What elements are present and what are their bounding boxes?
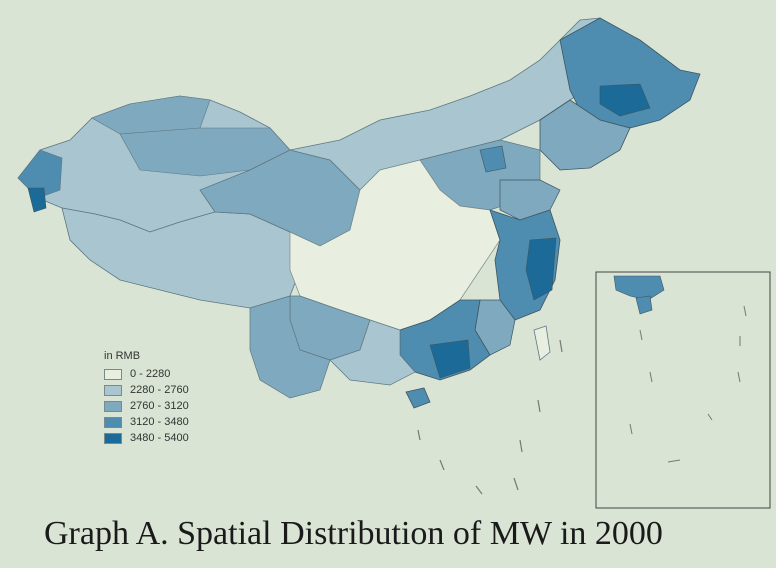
inset-dash-line — [629, 305, 747, 463]
legend-item-1: 0 - 2280 — [104, 366, 189, 382]
inset-hainan — [635, 295, 653, 315]
legend-item-2: 2280 - 2760 — [104, 382, 189, 398]
legend-swatch — [104, 416, 122, 428]
legend-label: 2280 - 2760 — [130, 384, 189, 396]
legend-item-3: 2760 - 3120 — [104, 398, 189, 414]
region-taiwan — [533, 325, 551, 361]
region-beijing-tianjin — [479, 145, 507, 173]
legend-title: in RMB — [104, 350, 141, 362]
legend-swatch — [104, 384, 122, 396]
region-kashgar — [27, 187, 47, 213]
legend-swatch — [104, 368, 122, 380]
legend-label: 3120 - 3480 — [130, 416, 189, 428]
region-harbin — [599, 83, 651, 117]
legend-item-4: 3120 - 3480 — [104, 414, 189, 430]
region-tibet — [61, 207, 301, 309]
region-yunnan — [249, 295, 331, 399]
inset-guangdong — [613, 275, 665, 301]
legend-label: 2760 - 3120 — [130, 400, 189, 412]
south-china-sea-inset — [595, 271, 771, 509]
legend-swatch — [104, 400, 122, 412]
region-shanghai — [525, 237, 557, 301]
legend: in RMB 0 - 2280 2280 - 2760 2760 - 3120 … — [104, 350, 189, 446]
region-jilin-liaoning — [539, 99, 631, 171]
china-choropleth-map — [17, 17, 771, 509]
legend-label: 0 - 2280 — [130, 368, 171, 380]
nine-dash-line — [417, 339, 563, 495]
legend-label: 3480 - 5400 — [130, 432, 189, 444]
figure-caption: Graph A. Spatial Distribution of MW in 2… — [44, 515, 663, 552]
region-guangxi — [329, 319, 416, 386]
region-hainan — [405, 387, 431, 409]
legend-item-5: 3480 - 5400 — [104, 430, 189, 446]
region-pearl-delta — [429, 339, 471, 379]
legend-swatch — [104, 432, 122, 444]
